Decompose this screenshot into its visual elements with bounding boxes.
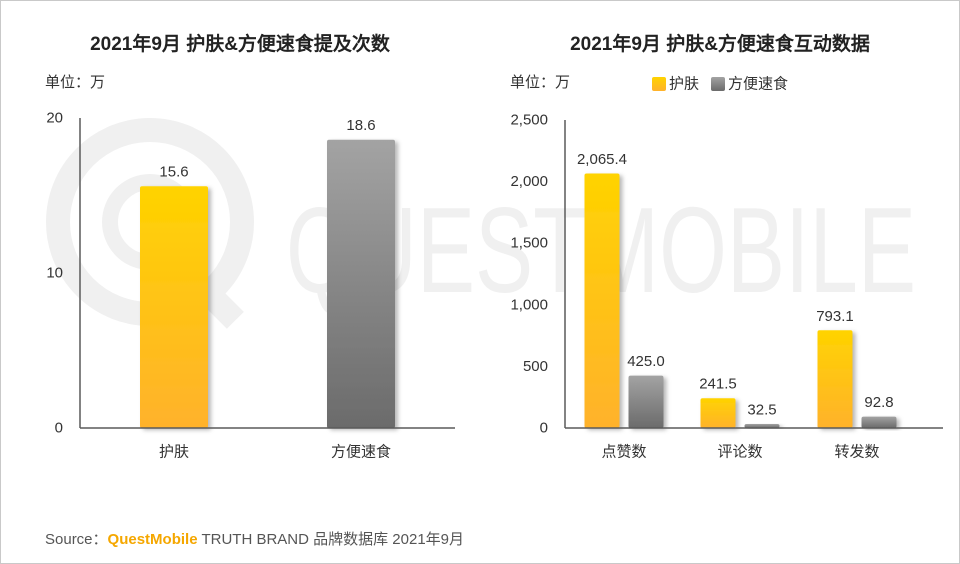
x-category-label: 护肤 bbox=[159, 444, 189, 461]
interactions-bar-2-3 bbox=[861, 416, 897, 428]
interactions-value-label: 425.0 bbox=[627, 353, 665, 370]
source-note: Source：QuestMobile TRUTH BRAND 品牌数据库 202… bbox=[45, 530, 464, 550]
interactions-value-label: 32.5 bbox=[747, 401, 776, 418]
interactions-value-label: 2,065.4 bbox=[577, 151, 627, 168]
mentions-bar-2 bbox=[327, 139, 395, 428]
legend-swatch-1 bbox=[652, 77, 666, 91]
interactions-bar-1-3 bbox=[817, 330, 853, 428]
mentions-chart-title: 2021年9月 护肤&方便速食提及次数 bbox=[90, 34, 390, 55]
source-prefix: Source： bbox=[45, 531, 108, 548]
mentions-bar-1 bbox=[140, 186, 208, 428]
mentions-value-label: 15.6 bbox=[159, 164, 188, 181]
interactions-chart: 0 500 1,000 1,500 2,000 2,500 2,065.4 241.5 793.… bbox=[510, 76, 943, 461]
y-tick-label: 0 bbox=[540, 420, 548, 437]
mentions-unit-label: 单位：万 bbox=[45, 74, 106, 91]
y-tick-label: 10 bbox=[46, 265, 63, 282]
mentions-value-label: 18.6 bbox=[346, 117, 375, 134]
legend-swatch-2 bbox=[711, 77, 725, 91]
x-category-label: 方便速食 bbox=[331, 444, 391, 461]
interactions-bar-1-1 bbox=[584, 173, 620, 428]
interactions-chart-title: 2021年9月 护肤&方便速食互动数据 bbox=[570, 34, 870, 55]
interactions-value-label: 92.8 bbox=[864, 394, 893, 411]
legend-label-1: 护肤 bbox=[669, 76, 699, 93]
y-tick-label: 0 bbox=[55, 420, 63, 437]
y-tick-label: 2,000 bbox=[510, 173, 548, 190]
mentions-chart: 0 10 20 15.6 18.6 护肤 方便速食 bbox=[46, 110, 455, 461]
interactions-value-label: 793.1 bbox=[816, 308, 854, 325]
interactions-bar-2-1 bbox=[628, 375, 664, 428]
interactions-bar-2-2 bbox=[744, 423, 780, 428]
legend-label-2: 方便速食 bbox=[728, 76, 788, 93]
interactions-bar-1-2 bbox=[700, 398, 736, 428]
interactions-unit-label: 单位：万 bbox=[510, 74, 571, 91]
x-category-label: 评论数 bbox=[717, 444, 762, 461]
source-suffix: TRUTH BRAND 品牌数据库 2021年9月 bbox=[201, 531, 464, 548]
x-category-label: 点赞数 bbox=[601, 444, 646, 461]
x-category-label: 转发数 bbox=[834, 444, 879, 461]
chart-legend: 护肤 方便速食 bbox=[652, 76, 788, 93]
source-brand: QuestMobile bbox=[107, 531, 198, 548]
y-tick-label: 1,500 bbox=[510, 235, 548, 252]
y-tick-label: 500 bbox=[523, 358, 548, 375]
y-tick-label: 20 bbox=[46, 110, 63, 127]
y-tick-label: 2,500 bbox=[510, 112, 548, 129]
y-tick-label: 1,000 bbox=[510, 296, 548, 313]
interactions-value-label: 241.5 bbox=[699, 376, 737, 393]
